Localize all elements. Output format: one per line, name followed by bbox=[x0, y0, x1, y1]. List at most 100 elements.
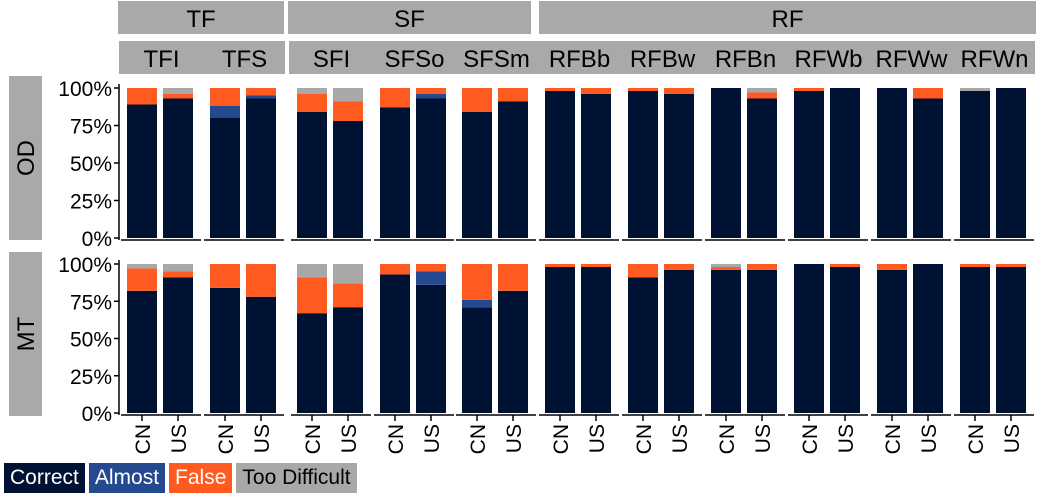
bar-segment-od-rfwn-cn-too-difficult bbox=[960, 88, 990, 91]
bar-segment-mt-sfsm-cn-false bbox=[462, 264, 492, 300]
bar-segment-mt-rfwn-cn-correct bbox=[960, 266, 990, 413]
x-tick-label-cn: CN bbox=[302, 424, 325, 454]
bar-segment-mt-tfs-us-false bbox=[246, 264, 276, 297]
panel-strip-rfbw bbox=[620, 41, 703, 74]
bar-segment-mt-sfsm-us-correct bbox=[498, 290, 528, 413]
bar-segment-od-tfs-us-false bbox=[246, 88, 276, 96]
bar-segment-od-rfww-cn-correct bbox=[877, 88, 907, 238]
x-tick-label-us: US bbox=[503, 424, 526, 453]
bar-segment-od-tfi-cn-false bbox=[127, 88, 157, 105]
panel-label-rfbn: RFBn bbox=[715, 46, 776, 73]
bar-segment-mt-tfs-cn-false bbox=[210, 264, 240, 288]
y-tick-label: 50% bbox=[70, 153, 112, 176]
bar-segment-mt-rfbb-cn-correct bbox=[545, 266, 575, 413]
bar-segment-od-sfi-cn-false bbox=[297, 94, 327, 112]
x-tick-label-us: US bbox=[338, 424, 361, 453]
bar-segment-od-rfbb-cn-false bbox=[545, 88, 575, 91]
bar-segment-mt-sfi-cn-too-difficult bbox=[297, 264, 327, 278]
panel-label-tfi: TFI bbox=[144, 46, 180, 73]
bar-segment-mt-rfwn-us-false bbox=[996, 264, 1026, 267]
bar-segment-mt-rfww-us-correct bbox=[913, 264, 943, 413]
row-label-mt: MT bbox=[13, 316, 40, 351]
bar-segment-od-sfso-cn-correct bbox=[380, 107, 410, 238]
y-tick-label: 25% bbox=[70, 366, 112, 389]
y-tick-label: 75% bbox=[70, 291, 112, 314]
bar-segment-od-rfww-us-correct bbox=[913, 98, 943, 238]
bar-segment-od-tfi-cn-correct bbox=[127, 104, 157, 238]
bar-segment-mt-tfs-cn-correct bbox=[210, 287, 240, 413]
x-tick-label-cn: CN bbox=[965, 424, 988, 454]
bar-segment-mt-rfbw-cn-false bbox=[628, 264, 658, 278]
bar-segment-od-tfs-us-correct bbox=[246, 98, 276, 238]
x-tick-label-cn: CN bbox=[385, 424, 408, 454]
y-tick-label: 50% bbox=[70, 329, 112, 352]
panel-strip-sfi bbox=[289, 41, 372, 74]
bar-segment-od-rfww-us-false bbox=[913, 88, 943, 99]
bar-segment-od-rfwn-us-correct bbox=[996, 88, 1026, 238]
bar-segment-od-tfs-cn-almost bbox=[210, 106, 240, 118]
panel-label-tfs: TFS bbox=[222, 46, 267, 73]
x-tick-label-us: US bbox=[251, 424, 274, 453]
y-tick-label: 0% bbox=[82, 403, 112, 426]
panel-strip-rfwn bbox=[952, 41, 1035, 74]
bar-segment-mt-sfi-us-false bbox=[333, 283, 363, 308]
bar-segment-mt-sfi-us-correct bbox=[333, 307, 363, 413]
bar-segment-od-rfbn-us-false bbox=[747, 92, 777, 99]
bar-segment-od-rfbw-cn-false bbox=[628, 88, 658, 91]
x-tick-label-cn: CN bbox=[467, 424, 490, 454]
x-tick-label-cn: CN bbox=[799, 424, 822, 454]
bar-segment-mt-rfbb-cn-false bbox=[545, 264, 575, 267]
bar-segment-mt-rfwb-us-false bbox=[830, 264, 860, 267]
panel-strip-tfi bbox=[119, 41, 202, 74]
bar-segment-mt-rfww-cn-correct bbox=[877, 269, 907, 413]
bar-segment-mt-tfi-us-correct bbox=[163, 277, 193, 413]
bar-segment-mt-rfbb-us-false bbox=[581, 264, 611, 267]
bar-segment-mt-rfww-cn-false bbox=[877, 264, 907, 270]
row-label-od: OD bbox=[13, 140, 40, 176]
bar-segment-od-tfs-cn-false bbox=[210, 88, 240, 106]
bar-segment-mt-sfsm-us-false bbox=[498, 264, 528, 291]
x-tick-label-us: US bbox=[586, 424, 609, 453]
bar-segment-od-rfwn-cn-correct bbox=[960, 91, 990, 238]
legend: Correct Almost False Too Difficult bbox=[4, 463, 357, 493]
bar-segment-mt-rfbb-us-correct bbox=[581, 266, 611, 413]
bar-segment-od-tfs-us-almost bbox=[246, 95, 276, 99]
bar-segment-od-rfbb-us-correct bbox=[581, 94, 611, 238]
group-label-rf: RF bbox=[772, 6, 804, 33]
bar-segment-mt-tfi-us-false bbox=[163, 271, 193, 278]
panel-label-rfwn: RFWn bbox=[961, 46, 1029, 73]
bar-segment-mt-rfwn-cn-false bbox=[960, 264, 990, 267]
bar-segment-mt-rfwb-us-correct bbox=[830, 266, 860, 413]
bar-segment-od-rfbb-us-false bbox=[581, 88, 611, 94]
x-tick-label-us: US bbox=[421, 424, 444, 453]
bar-segment-mt-tfi-cn-false bbox=[127, 268, 157, 291]
bar-segment-od-sfsm-cn-false bbox=[462, 88, 492, 112]
x-tick-label-cn: CN bbox=[550, 424, 573, 454]
bar-segment-mt-rfbw-cn-correct bbox=[628, 277, 658, 413]
bar-segment-mt-tfi-us-too-difficult bbox=[163, 264, 193, 272]
legend-item-too-difficult: Too Difficult bbox=[236, 463, 357, 493]
bar-segment-mt-sfsm-cn-almost bbox=[462, 299, 492, 308]
bar-segment-od-sfso-cn-false bbox=[380, 88, 410, 108]
x-tick-label-us: US bbox=[752, 424, 775, 453]
bar-segment-mt-rfbn-cn-false bbox=[711, 266, 741, 270]
bar-segment-mt-sfsm-cn-correct bbox=[462, 307, 492, 413]
legend-item-correct: Correct bbox=[4, 463, 85, 493]
group-strip-rf bbox=[539, 1, 1036, 34]
bar-segment-od-sfi-cn-correct bbox=[297, 112, 327, 238]
bar-segment-od-sfso-us-correct bbox=[416, 98, 446, 238]
y-tick-label: 100% bbox=[58, 254, 112, 277]
panel-label-sfsm: SFSm bbox=[463, 46, 530, 73]
bar-segment-od-tfi-us-correct bbox=[163, 98, 193, 238]
legend-item-almost: Almost bbox=[88, 463, 166, 493]
bar-segment-od-sfi-us-correct bbox=[333, 121, 363, 238]
chart-canvas: TF SF RF TFI TFS SFI SFSo SFSm RFBb RFBw RFBn RFWb R… bbox=[9, 1, 1036, 454]
y-tick-label: 100% bbox=[58, 78, 112, 101]
bar-segment-mt-sfso-us-correct bbox=[416, 284, 446, 413]
panel-label-rfbb: RFBb bbox=[549, 46, 610, 73]
group-strip-sf bbox=[288, 1, 531, 34]
group-label-sf: SF bbox=[394, 6, 425, 33]
group-label-tf: TF bbox=[186, 6, 215, 33]
bar-segment-od-rfbn-us-correct bbox=[747, 98, 777, 238]
